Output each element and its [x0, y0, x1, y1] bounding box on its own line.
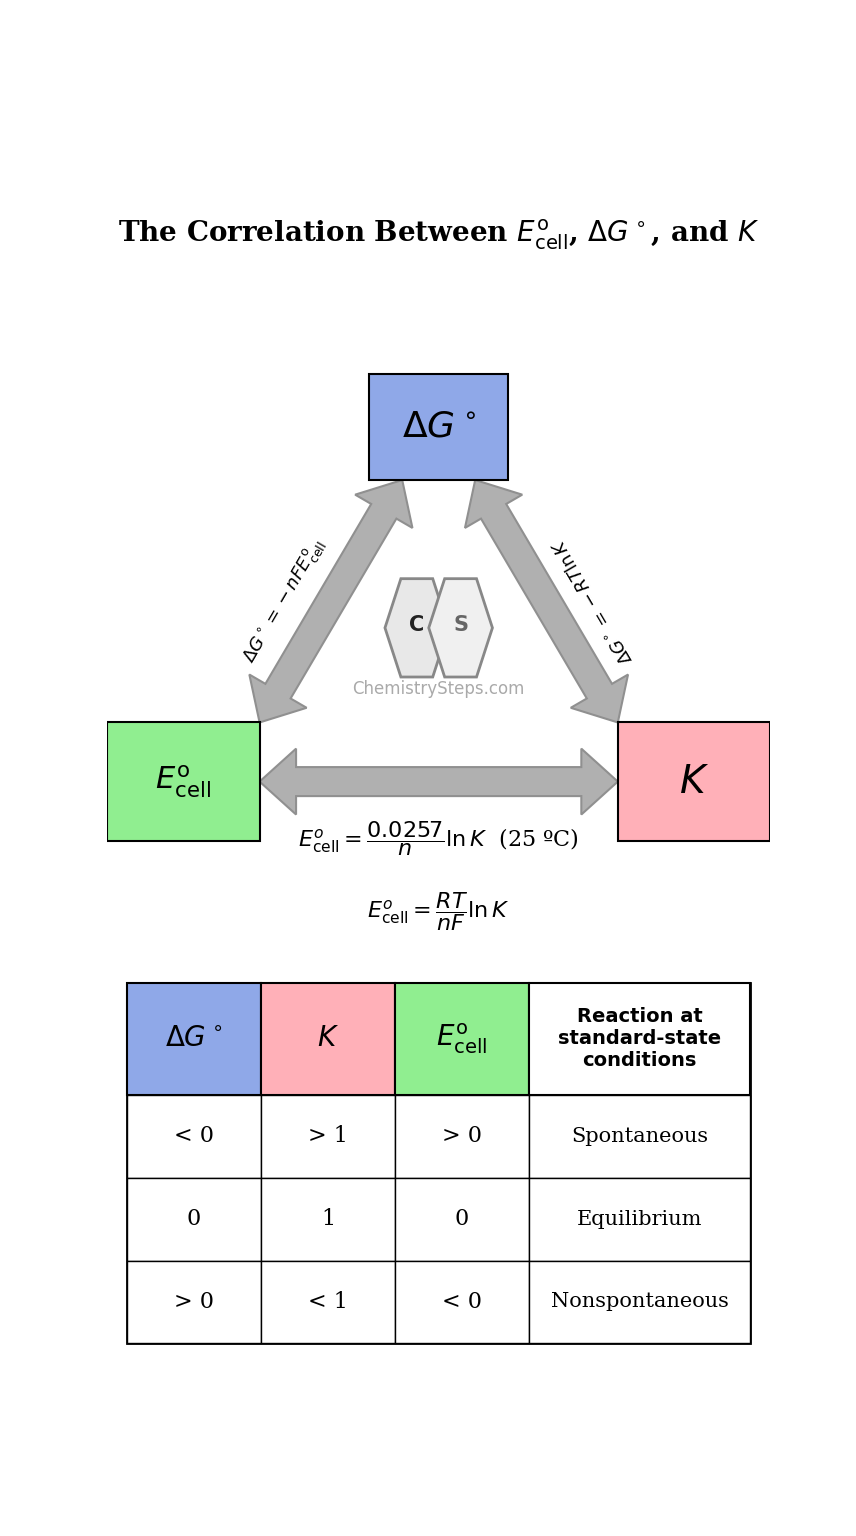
Text: S: S	[453, 616, 468, 636]
Text: $\mathit{K}$: $\mathit{K}$	[679, 762, 709, 800]
Bar	[261, 1178, 395, 1261]
Bar	[395, 1178, 529, 1261]
Text: 0: 0	[455, 1209, 469, 1230]
Polygon shape	[259, 748, 618, 814]
Text: < 0: < 0	[174, 1126, 214, 1147]
Text: > 0: > 0	[174, 1290, 214, 1313]
Text: $\Delta G^\circ = -nFE^\mathrm{o}_\mathrm{cell}$: $\Delta G^\circ = -nFE^\mathrm{o}_\mathr…	[239, 535, 330, 668]
Bar	[261, 1261, 395, 1344]
Bar	[529, 983, 751, 1095]
Bar	[127, 1095, 261, 1178]
Bar	[395, 1095, 529, 1178]
Text: C: C	[409, 616, 425, 636]
Text: 0: 0	[187, 1209, 201, 1230]
Text: The Correlation Between $E^\mathrm{o}_\mathrm{cell}$, $\Delta G^\circ$, and $K$: The Correlation Between $E^\mathrm{o}_\m…	[118, 218, 759, 252]
FancyBboxPatch shape	[618, 722, 770, 840]
Text: $\mathit{K}$: $\mathit{K}$	[317, 1026, 339, 1052]
Bar	[261, 983, 395, 1095]
Text: ChemistrySteps.com: ChemistrySteps.com	[353, 680, 525, 699]
FancyBboxPatch shape	[107, 722, 259, 840]
Text: > 0: > 0	[442, 1126, 482, 1147]
Text: 1: 1	[321, 1209, 335, 1230]
Bar	[127, 983, 751, 1344]
Polygon shape	[249, 479, 413, 722]
Bar	[529, 1095, 751, 1178]
Text: $\Delta G^\circ = -RT\ln K$: $\Delta G^\circ = -RT\ln K$	[550, 535, 637, 668]
Text: Nonspontaneous: Nonspontaneous	[551, 1292, 728, 1312]
Bar	[529, 1261, 751, 1344]
Bar	[395, 983, 529, 1095]
Text: $\Delta G^\circ$: $\Delta G^\circ$	[165, 1026, 223, 1052]
Bar	[127, 1261, 261, 1344]
Text: Spontaneous: Spontaneous	[571, 1127, 709, 1146]
Text: < 0: < 0	[442, 1290, 482, 1313]
Text: > 1: > 1	[308, 1126, 348, 1147]
Text: $\Delta G^\circ$: $\Delta G^\circ$	[401, 410, 476, 444]
Bar	[529, 1178, 751, 1261]
Text: $E^{o}_{\mathrm{cell}} =\dfrac{RT}{nF}\ln K$: $E^{o}_{\mathrm{cell}} =\dfrac{RT}{nF}\l…	[367, 891, 510, 934]
Bar	[395, 1261, 529, 1344]
Bar	[127, 983, 261, 1095]
Text: $E^\mathrm{o}_\mathrm{cell}$: $E^\mathrm{o}_\mathrm{cell}$	[155, 763, 211, 800]
Text: < 1: < 1	[308, 1290, 348, 1313]
Text: $E^{o}_{\mathrm{cell}} =\dfrac{0.0257}{n}\ln K$  (25 ºC): $E^{o}_{\mathrm{cell}} =\dfrac{0.0257}{n…	[298, 819, 580, 857]
Bar	[127, 1178, 261, 1261]
Text: Equilibrium: Equilibrium	[577, 1210, 703, 1229]
Bar	[261, 1095, 395, 1178]
FancyBboxPatch shape	[369, 373, 508, 479]
Polygon shape	[465, 479, 628, 722]
Text: Reaction at
standard-state
conditions: Reaction at standard-state conditions	[558, 1008, 722, 1071]
Text: $E^\mathrm{o}_\mathrm{cell}$: $E^\mathrm{o}_\mathrm{cell}$	[437, 1021, 488, 1057]
